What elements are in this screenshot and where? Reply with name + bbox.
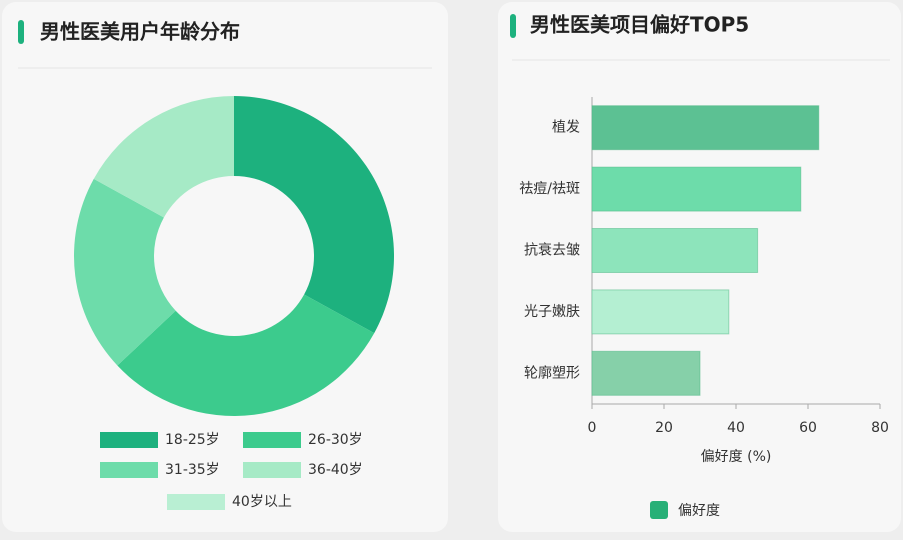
x-tick-label: 80 — [871, 420, 889, 436]
bar — [591, 289, 730, 335]
legend-label: 偏好度 — [678, 503, 720, 519]
legend-label: 36-40岁 — [308, 462, 363, 478]
y-tick-label: 抗衰去皱 — [524, 242, 580, 259]
title-marker — [18, 20, 24, 44]
legend-swatch — [167, 494, 225, 510]
donut-slice — [117, 294, 375, 416]
legend-label: 31-35岁 — [165, 462, 220, 478]
bar — [591, 166, 802, 212]
x-tick-label: 0 — [588, 420, 597, 436]
legend-swatch — [650, 501, 668, 519]
donut-slice — [93, 96, 235, 218]
legend-swatch — [243, 432, 301, 448]
x-tick-label: 20 — [655, 420, 673, 436]
chart-title: 男性医美项目偏好TOP5 — [530, 13, 749, 37]
legend-label: 26-30岁 — [308, 432, 363, 448]
y-tick-label: 轮廓塑形 — [524, 364, 580, 381]
y-tick-label: 植发 — [552, 120, 580, 136]
chart-title: 男性医美用户年龄分布 — [40, 20, 240, 44]
legend-label: 18-25岁 — [165, 432, 220, 448]
bar — [591, 105, 820, 151]
legend-swatch — [100, 462, 158, 478]
x-tick-label: 40 — [727, 420, 745, 436]
legend-label: 40岁以上 — [232, 494, 292, 510]
legend-swatch — [243, 462, 301, 478]
bar — [591, 350, 701, 396]
donut-slice — [74, 178, 176, 366]
legend-swatch — [100, 432, 158, 448]
donut-slice — [234, 96, 395, 334]
bar — [591, 228, 759, 273]
y-tick-label: 祛痘/祛斑 — [519, 181, 580, 197]
x-tick-label: 60 — [799, 420, 817, 436]
y-tick-label: 光子嫩肤 — [524, 304, 580, 320]
x-axis-label: 偏好度 (%) — [701, 449, 772, 465]
title-marker — [510, 14, 516, 38]
